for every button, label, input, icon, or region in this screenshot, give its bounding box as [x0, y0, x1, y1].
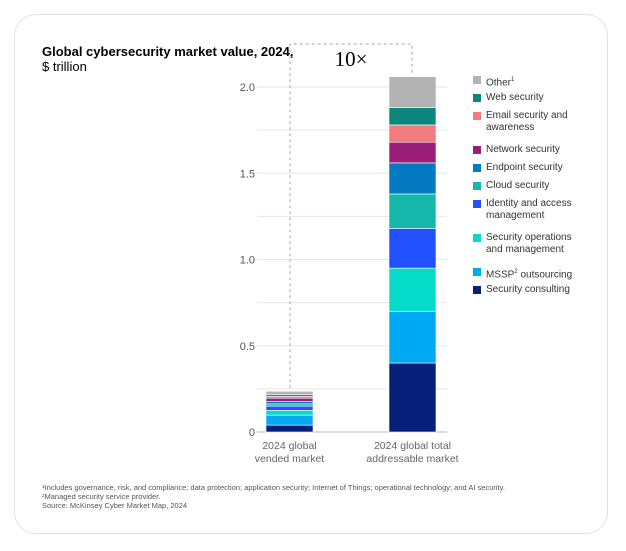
y-tick-label: 1.0	[240, 255, 255, 267]
legend-swatch	[473, 112, 481, 120]
legend-swatch	[473, 146, 481, 154]
x-tick-label: vended market	[255, 453, 325, 465]
bar-segment	[388, 76, 437, 109]
bar-segment	[265, 410, 314, 416]
chart-card	[14, 14, 608, 534]
chart-title: Global cybersecurity market value, 2024,…	[42, 44, 293, 74]
annotation-10x: 10×	[335, 47, 368, 71]
bar-segment	[388, 162, 437, 195]
bar-segment	[388, 228, 437, 269]
legend-label: Email security and awareness	[486, 110, 568, 133]
footnote-1: ¹Includes governance, risk, and complian…	[42, 483, 505, 492]
bar-segment	[388, 267, 437, 312]
bar-segment	[388, 124, 437, 143]
legend-swatch	[473, 164, 481, 172]
bar-segment	[265, 424, 314, 433]
x-tick-label: 2024 global total	[374, 440, 451, 452]
chart-subtitle: $ trillion	[42, 59, 87, 74]
footnote-2: ²Managed security service provider.	[42, 492, 161, 501]
y-tick-label: 0.5	[240, 341, 255, 353]
legend-label: Endpoint security	[486, 162, 563, 173]
legend-label: Network security	[486, 144, 560, 155]
bar-segment	[265, 401, 314, 405]
chart-title-text: Global cybersecurity market value, 2024,	[42, 44, 294, 59]
bar-segment	[265, 403, 314, 407]
bar-segment	[265, 405, 314, 411]
bar-segment	[388, 310, 437, 364]
legend-swatch	[473, 76, 481, 84]
bar-segment	[388, 141, 437, 164]
y-tick-label: 1.5	[240, 168, 255, 180]
bar-segment	[265, 390, 314, 396]
comparison-bracket	[289, 43, 413, 389]
legend-swatch	[473, 182, 481, 190]
y-tick-label: 0	[249, 427, 255, 439]
bar-segment	[265, 414, 314, 426]
legend-swatch	[473, 286, 481, 294]
y-tick-label: 2.0	[240, 82, 255, 94]
x-tick-label: addressable market	[366, 453, 458, 465]
legend-swatch	[473, 268, 481, 276]
legend-label: Other1	[486, 77, 515, 89]
x-tick-label: 2024 global	[262, 440, 316, 452]
legend-label: Security consulting	[486, 284, 570, 295]
legend-swatch	[473, 234, 481, 242]
footnotes: ¹Includes governance, risk, and complian…	[42, 483, 505, 510]
bar-segment	[265, 397, 314, 402]
source-note: Source: McKinsey Cyber Market Map, 2024	[42, 501, 188, 510]
legend-label: Web security	[486, 92, 544, 103]
legend-swatch	[473, 94, 481, 102]
bar-segment	[388, 193, 437, 229]
legend-swatch	[473, 200, 481, 208]
legend-label: MSSP2 outsourcing	[486, 269, 573, 281]
legend-label: Security operations and management	[486, 232, 572, 255]
bar-segment	[388, 362, 437, 433]
legend-label: Identity and access management	[486, 198, 572, 221]
bar-segment	[388, 107, 437, 126]
legend-label: Cloud security	[486, 180, 550, 191]
